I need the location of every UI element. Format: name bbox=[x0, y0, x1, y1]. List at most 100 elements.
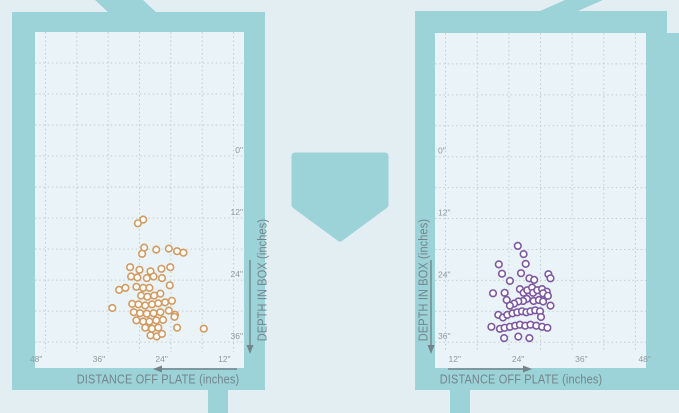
scatter-point bbox=[147, 300, 157, 309]
scatter-point bbox=[145, 283, 154, 293]
scatter-point bbox=[546, 274, 555, 283]
scatter-point bbox=[126, 263, 135, 272]
scatter-point bbox=[156, 289, 165, 298]
scatter-point bbox=[145, 317, 154, 326]
down-arrow-icon bbox=[246, 260, 254, 354]
left-arrow-icon bbox=[153, 365, 237, 373]
scatter-point bbox=[514, 332, 523, 341]
foul-line-left bbox=[95, 0, 158, 14]
scatter-point bbox=[141, 323, 150, 332]
scatter-point bbox=[135, 265, 144, 274]
scatter-point bbox=[157, 329, 167, 339]
chalk-frame-bar bbox=[415, 11, 435, 390]
chalk-frame-bar bbox=[244, 12, 265, 390]
chalk-frame-bar bbox=[208, 390, 228, 413]
scatter-point bbox=[505, 301, 515, 310]
scatter-point bbox=[173, 323, 182, 332]
chalk-frame-bar bbox=[646, 33, 679, 390]
scatter-point bbox=[513, 241, 522, 250]
scatter-point bbox=[141, 301, 150, 310]
chalk-frame-bar bbox=[12, 368, 265, 390]
y-tick-label: 36" bbox=[438, 331, 450, 341]
scatter-point bbox=[152, 245, 161, 254]
scatter-point bbox=[142, 309, 151, 318]
scatter-point bbox=[142, 274, 151, 283]
scatter-point bbox=[127, 272, 136, 281]
scatter-point bbox=[135, 309, 145, 318]
x-tick-label: 48" bbox=[638, 354, 650, 364]
scatter-point bbox=[516, 269, 526, 278]
x-axis-title-left-box: DISTANCE OFF PLATE (inches) bbox=[76, 371, 240, 387]
x-tick-label: 12" bbox=[449, 354, 461, 364]
x-tick-label: 12" bbox=[218, 354, 230, 364]
scatter-point bbox=[543, 291, 553, 300]
y-tick-label: 36" bbox=[231, 331, 243, 341]
chalk-frame-bar bbox=[415, 368, 667, 390]
down-arrow-icon bbox=[427, 260, 435, 354]
scatter-point bbox=[164, 244, 173, 253]
y-tick-label: 0" bbox=[235, 145, 243, 155]
y-axis-title-left-box: DEPTH IN BOX (inches) bbox=[254, 218, 270, 342]
x-tick-label: 36" bbox=[575, 354, 587, 364]
scatter-point bbox=[154, 299, 163, 308]
scatter-point bbox=[164, 306, 173, 315]
chalk-frame-bar bbox=[12, 12, 35, 390]
scatter-point bbox=[152, 316, 161, 325]
scatter-point bbox=[500, 334, 509, 343]
scatter-point bbox=[519, 250, 528, 259]
scatter-point bbox=[147, 324, 157, 333]
scatter-point bbox=[167, 296, 176, 305]
scatter-point bbox=[165, 281, 174, 290]
scatter-point bbox=[134, 300, 143, 309]
scatter-point bbox=[158, 315, 168, 325]
y-tick-label: 24" bbox=[438, 269, 450, 279]
scatter-point bbox=[157, 264, 166, 273]
scatter-point bbox=[199, 324, 208, 333]
scatter-point bbox=[149, 272, 158, 281]
scatter-point bbox=[156, 308, 165, 317]
scatter-point bbox=[500, 288, 509, 297]
scatter-point bbox=[143, 292, 152, 301]
scatter-point bbox=[121, 283, 130, 293]
home-plate bbox=[291, 152, 389, 242]
scatter-point bbox=[494, 260, 503, 269]
scatter-point bbox=[505, 276, 515, 286]
scatter-point bbox=[543, 323, 552, 332]
scatter-point bbox=[521, 259, 530, 269]
scatter-point bbox=[488, 289, 498, 298]
chalk-frame-bar bbox=[415, 11, 667, 33]
y-tick-label: 12" bbox=[438, 208, 450, 218]
scatter-point bbox=[179, 248, 188, 257]
scatter-point bbox=[497, 269, 507, 278]
x-tick-label: 24" bbox=[512, 354, 524, 364]
x-axis-title-right-box: DISTANCE OFF PLATE (inches) bbox=[439, 371, 603, 387]
scatter-point bbox=[133, 219, 142, 228]
scatter-point bbox=[546, 301, 555, 310]
y-tick-label: 0" bbox=[438, 146, 446, 156]
scatter-point bbox=[536, 312, 546, 322]
x-tick-label: 24" bbox=[155, 354, 167, 364]
scatter-point bbox=[170, 312, 179, 321]
x-tick-label: 36" bbox=[93, 354, 105, 364]
scatter-point bbox=[149, 309, 158, 318]
scatter-point bbox=[487, 322, 496, 331]
y-tick-label: 12" bbox=[231, 207, 243, 217]
scatter-point bbox=[530, 275, 539, 285]
chalk-frame-bar bbox=[12, 12, 265, 32]
scatter-point bbox=[139, 215, 148, 224]
scatter-point bbox=[525, 334, 534, 343]
scatter-point bbox=[132, 316, 141, 325]
scatter-point bbox=[154, 323, 163, 332]
scatter-point bbox=[538, 297, 548, 306]
scatter-point bbox=[132, 282, 141, 291]
right-arrow-icon bbox=[448, 365, 532, 373]
scatter-point bbox=[108, 303, 117, 313]
y-tick-label: 24" bbox=[231, 269, 243, 279]
scatter-point bbox=[166, 263, 175, 272]
scatter-point bbox=[138, 249, 147, 258]
chalk-frame-bar bbox=[450, 390, 470, 413]
x-tick-label: 48" bbox=[30, 354, 42, 364]
scatter-point bbox=[157, 274, 167, 283]
scatter-point bbox=[133, 273, 142, 282]
